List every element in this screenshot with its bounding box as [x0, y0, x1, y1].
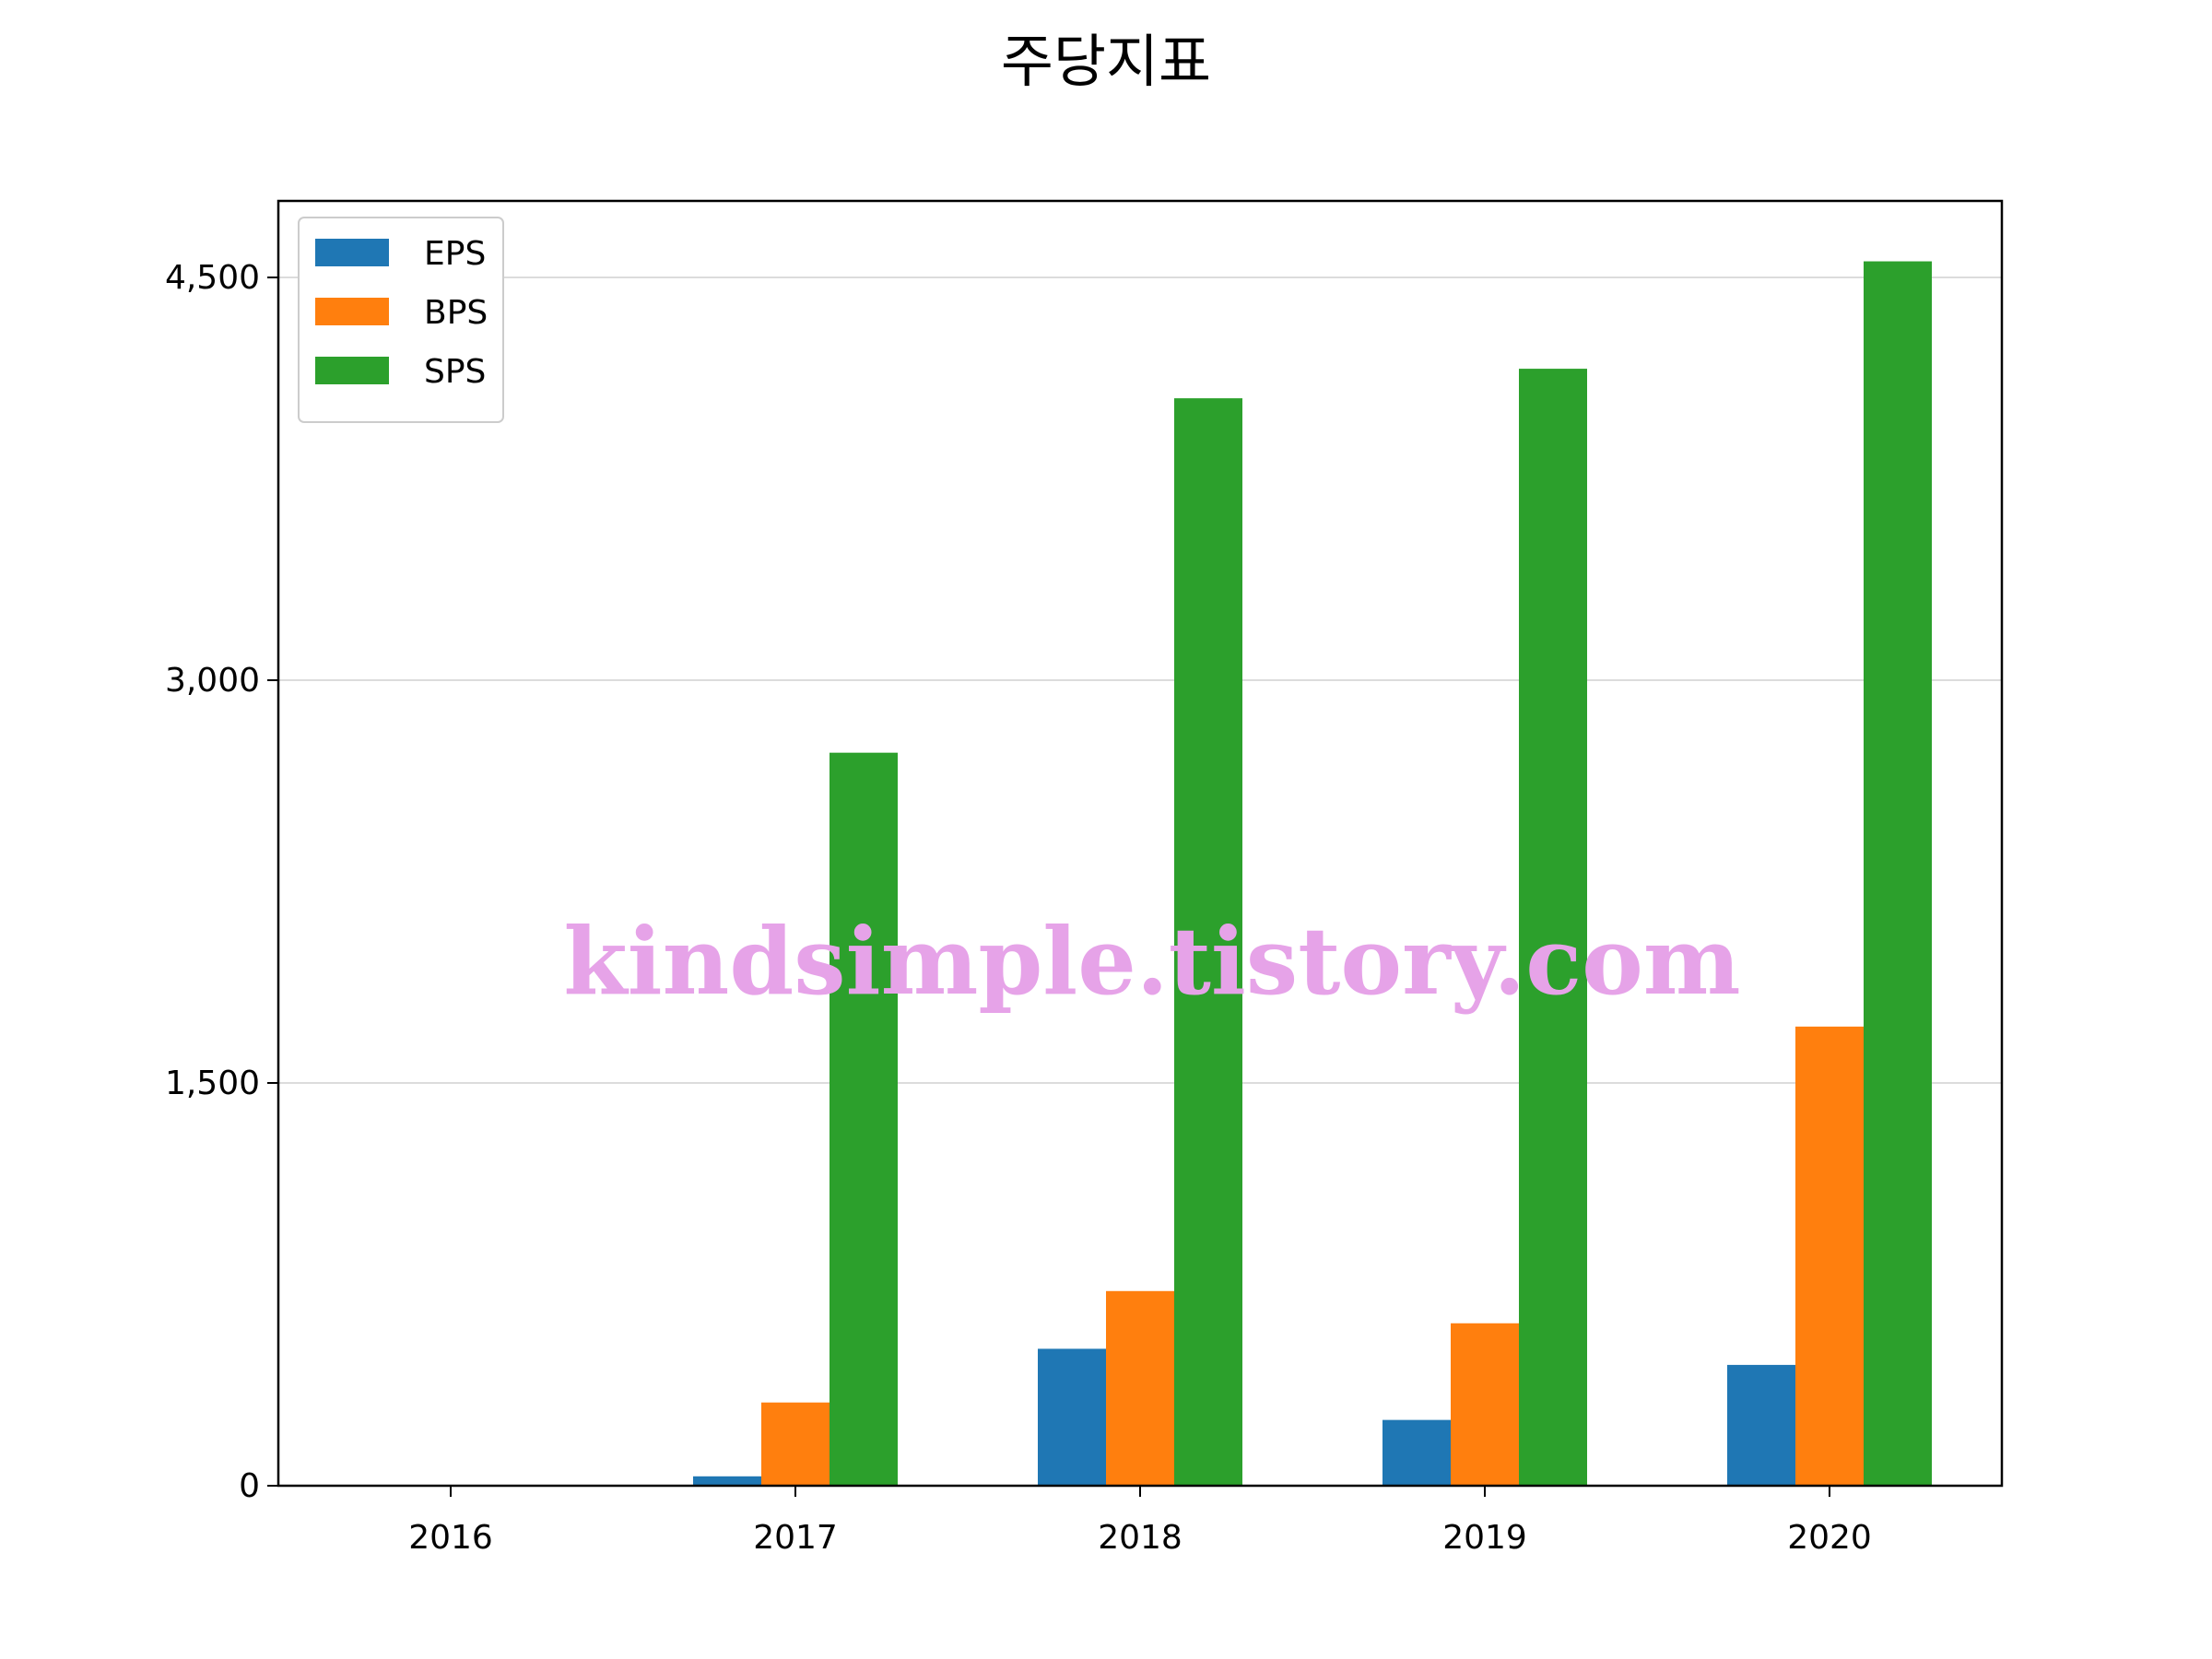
- x-tick-label: 2020: [1787, 1519, 1872, 1557]
- plot-area: 0 1,500 3,000 4,500 2016 2017 2018 2019 2020 EPS B…: [165, 199, 2004, 1557]
- x-tick-label: 2016: [408, 1519, 493, 1557]
- legend-label-eps: EPS: [424, 235, 486, 273]
- bar-eps-2018: [1038, 1348, 1106, 1486]
- bar-sps-2020: [1864, 261, 1932, 1486]
- legend-label-sps: SPS: [424, 353, 486, 391]
- bar-sps-2017: [830, 752, 898, 1486]
- legend-label-bps: BPS: [424, 294, 488, 332]
- bar-eps-2017: [693, 1476, 761, 1486]
- bar-bps-2017: [761, 1402, 830, 1486]
- x-tick-label: 2017: [753, 1519, 838, 1557]
- bar-sps-2019: [1519, 369, 1587, 1487]
- x-tick-label: 2018: [1098, 1519, 1182, 1557]
- bar-eps-2020: [1727, 1364, 1795, 1486]
- bar-bps-2018: [1106, 1290, 1174, 1486]
- legend: EPS BPS SPS: [298, 217, 504, 423]
- bar-sps-2018: [1174, 398, 1242, 1487]
- y-tick-label: 1,500: [165, 1065, 260, 1102]
- bar-eps-2019: [1382, 1419, 1451, 1486]
- x-tick-label: 2019: [1442, 1519, 1527, 1557]
- legend-swatch-sps: [315, 357, 389, 384]
- watermark-text: kindsimple.tistory.com: [563, 907, 1740, 1016]
- legend-swatch-bps: [315, 298, 389, 325]
- legend-swatch-eps: [315, 239, 389, 266]
- y-tick-label: 3,000: [165, 662, 260, 700]
- y-tick-label: 0: [239, 1467, 260, 1505]
- bar-bps-2020: [1795, 1026, 1864, 1486]
- y-tick-label: 4,500: [165, 259, 260, 297]
- bar-bps-2019: [1451, 1323, 1519, 1486]
- chart-title: 주당지표: [1001, 28, 1211, 95]
